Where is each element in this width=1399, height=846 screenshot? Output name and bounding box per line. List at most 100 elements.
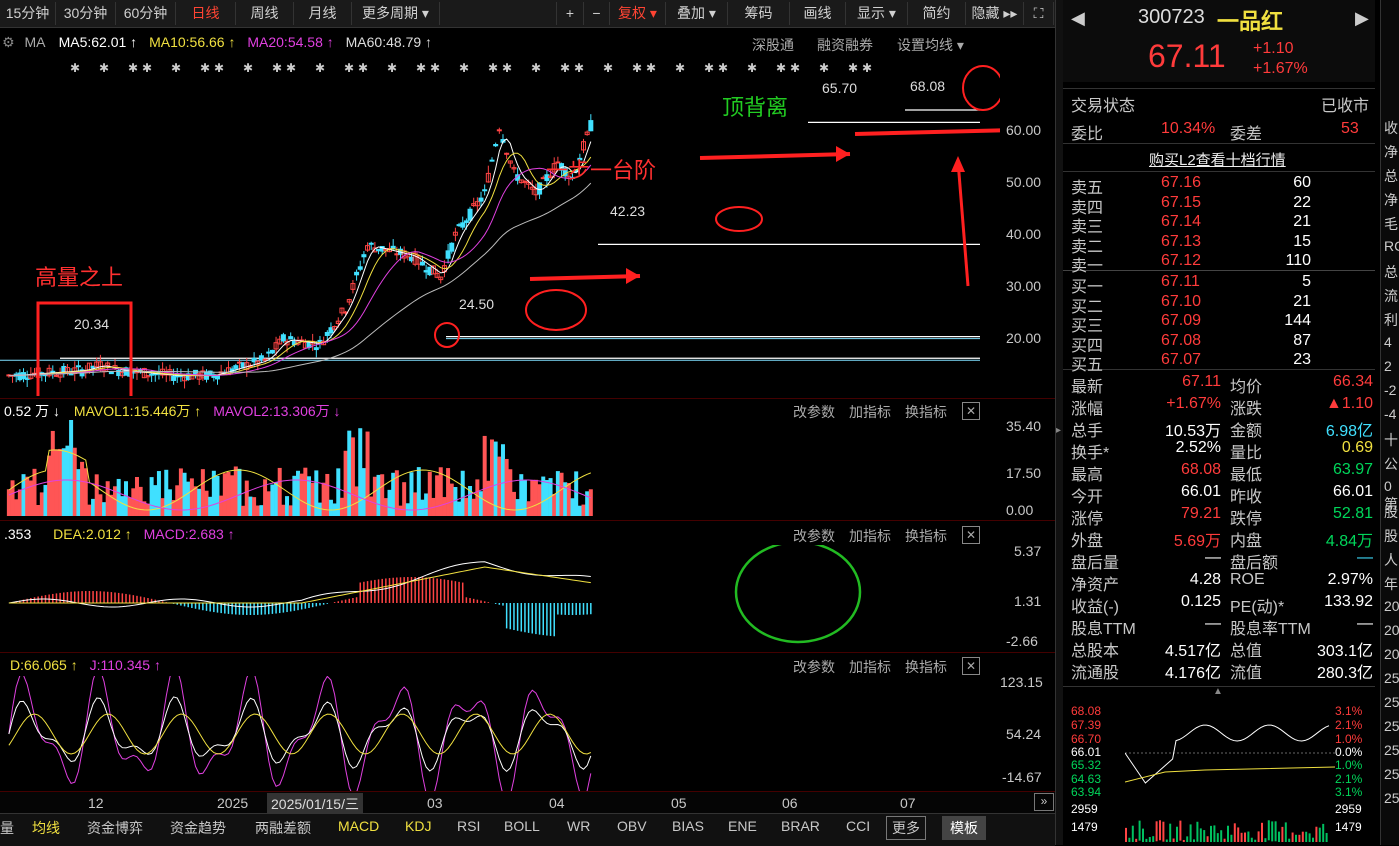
period-tab-30min[interactable]: 30分钟 <box>56 2 116 25</box>
event-marker-icon[interactable]: ✱ <box>128 61 138 75</box>
tab-ene[interactable]: ENE <box>728 818 757 834</box>
draw-line-button[interactable]: 画线 <box>790 2 846 25</box>
tab-kdj[interactable]: KDJ <box>405 818 432 834</box>
zoom-out-button[interactable]: − <box>584 2 610 25</box>
event-marker-icon[interactable]: ✱ <box>358 61 368 75</box>
macd-edit-params[interactable]: 改参数 <box>793 528 835 544</box>
event-marker-icon[interactable]: ✱ <box>387 61 397 75</box>
tab-template[interactable]: 模板 <box>942 816 986 840</box>
event-marker-icon[interactable]: ✱ <box>488 61 498 75</box>
event-marker-icon[interactable]: ✱ <box>142 61 152 75</box>
volume-bar <box>453 487 458 516</box>
quote-value: 4.517亿 <box>1164 643 1221 660</box>
tab-macd[interactable]: MACD <box>338 818 380 834</box>
period-tab-15min[interactable]: 15分钟 <box>0 2 56 25</box>
volume-close-icon[interactable]: ✕ <box>962 402 980 420</box>
event-marker-icon[interactable]: ✱ <box>776 61 786 75</box>
overlay-dropdown[interactable]: 叠加 ▾ <box>666 2 728 25</box>
volume-add-indicator[interactable]: 加指标 <box>849 404 891 420</box>
tab-wr[interactable]: WR <box>567 818 591 834</box>
event-marker-icon[interactable]: ✱ <box>272 61 282 75</box>
event-marker-icon[interactable]: ✱ <box>848 61 858 75</box>
more-periods-dropdown[interactable]: 更多周期 ▾ <box>352 2 440 25</box>
macd-close-icon[interactable]: ✕ <box>962 526 980 544</box>
tab-fund-trend[interactable]: 资金趋势 <box>170 820 226 836</box>
event-marker-icon[interactable]: ✱ <box>704 61 714 75</box>
kdj-edit-params[interactable]: 改参数 <box>793 659 835 675</box>
settings-gear-icon[interactable]: ⚙ <box>2 34 15 50</box>
strip-label: 净 <box>1384 192 1398 208</box>
mini-volume-bar <box>1172 838 1175 842</box>
tab-obv[interactable]: OBV <box>617 818 647 834</box>
tab-rsi[interactable]: RSI <box>457 818 481 834</box>
event-marker-icon[interactable]: ✱ <box>862 61 872 75</box>
event-marker-icon[interactable]: ✱ <box>531 61 541 75</box>
tab-brar[interactable]: BRAR <box>781 818 820 834</box>
event-marker-icon[interactable]: ✱ <box>819 61 829 75</box>
chips-button[interactable]: 筹码 <box>728 2 790 25</box>
period-tab-weekly[interactable]: 周线 <box>236 2 294 25</box>
period-tab-daily[interactable]: 日线 <box>176 2 236 25</box>
event-marker-icon[interactable]: ✱ <box>790 61 800 75</box>
event-marker-icon[interactable]: ✱ <box>574 61 584 75</box>
panel-splitter[interactable]: ▸ <box>1055 0 1064 845</box>
volume-edit-params[interactable]: 改参数 <box>793 404 835 420</box>
event-marker-icon[interactable]: ✱ <box>430 61 440 75</box>
macd-switch-indicator[interactable]: 换指标 <box>905 528 947 544</box>
tab-cci[interactable]: CCI <box>846 818 871 834</box>
intraday-mini-chart[interactable] <box>1063 700 1375 845</box>
ma-settings-dropdown[interactable]: 设置均线 ▾ <box>897 37 964 53</box>
event-marker-icon[interactable]: ✱ <box>560 61 570 75</box>
event-marker-icon[interactable]: ✱ <box>315 61 325 75</box>
hk-connect-link[interactable]: 深股通 <box>752 37 794 53</box>
event-marker-icon[interactable]: ✱ <box>747 61 757 75</box>
tab-fund-game[interactable]: 资金博弈 <box>87 820 143 836</box>
hide-panel-button[interactable]: 隐藏 ▸▸ <box>966 2 1024 25</box>
collapse-arrow-icon[interactable]: ▸ <box>1056 425 1062 436</box>
next-stock-icon[interactable]: ▶ <box>1355 8 1369 28</box>
kdj-switch-indicator[interactable]: 换指标 <box>905 659 947 675</box>
tab-volume[interactable]: 量 <box>0 820 14 836</box>
tab-margin-diff[interactable]: 两融差额 <box>255 820 311 836</box>
event-marker-icon[interactable]: ✱ <box>214 61 224 75</box>
event-marker-icon[interactable]: ✱ <box>603 61 613 75</box>
event-marker-icon[interactable]: ✱ <box>675 61 685 75</box>
volume-switch-indicator[interactable]: 换指标 <box>905 404 947 420</box>
tab-boll[interactable]: BOLL <box>504 818 540 834</box>
expand-up-icon[interactable]: ▲ <box>1213 686 1223 697</box>
tab-bias[interactable]: BIAS <box>672 818 704 834</box>
event-marker-icon[interactable]: ✱ <box>502 61 512 75</box>
simple-mode-button[interactable]: 简约 <box>908 2 966 25</box>
event-marker-icon[interactable]: ✱ <box>632 61 642 75</box>
display-dropdown[interactable]: 显示 ▾ <box>846 2 908 25</box>
event-marker-icon[interactable]: ✱ <box>171 61 181 75</box>
macd-chart[interactable] <box>0 545 1000 653</box>
event-marker-icon[interactable]: ✱ <box>200 61 210 75</box>
zoom-in-button[interactable]: + <box>556 2 584 25</box>
scroll-right-icon[interactable]: » <box>1034 793 1054 811</box>
prev-stock-icon[interactable]: ◀ <box>1071 8 1085 28</box>
event-marker-icon[interactable]: ✱ <box>646 61 656 75</box>
kdj-close-icon[interactable]: ✕ <box>962 657 980 675</box>
volume-chart[interactable] <box>0 420 1000 520</box>
event-marker-icon[interactable]: ✱ <box>344 61 354 75</box>
period-tab-60min[interactable]: 60分钟 <box>116 2 176 25</box>
margin-trading-link[interactable]: 融资融券 <box>817 37 873 53</box>
event-marker-icon[interactable]: ✱ <box>99 61 109 75</box>
fullscreen-icon[interactable]: ⛶ <box>1024 2 1054 25</box>
event-marker-icon[interactable]: ✱ <box>70 61 80 75</box>
macd-add-indicator[interactable]: 加指标 <box>849 528 891 544</box>
event-marker-icon[interactable]: ✱ <box>416 61 426 75</box>
buy-l2-link[interactable]: 购买L2查看十档行情 <box>1149 152 1286 169</box>
period-tab-monthly[interactable]: 月线 <box>294 2 352 25</box>
candlestick-chart[interactable]: ✱ ✱ ✱ ✱ ✱ ✱ ✱ ✱ ✱ ✱ ✱ ✱ ✱ ✱ ✱ ✱ ✱ ✱ ✱ ✱ ✱ ✱ ✱ ✱ ✱ ✱ ✱ ✱ ✱ ✱ ✱ ✱ ✱ ✱ <box>0 56 1000 396</box>
tab-ma[interactable]: 均线 <box>32 820 60 836</box>
event-marker-icon[interactable]: ✱ <box>459 61 469 75</box>
event-marker-icon[interactable]: ✱ <box>286 61 296 75</box>
tab-more[interactable]: 更多 <box>886 816 926 840</box>
adjust-rights-dropdown[interactable]: 复权 ▾ <box>610 2 666 25</box>
event-marker-icon[interactable]: ✱ <box>718 61 728 75</box>
event-marker-icon[interactable]: ✱ <box>243 61 253 75</box>
kdj-add-indicator[interactable]: 加指标 <box>849 659 891 675</box>
kdj-chart[interactable] <box>0 676 1000 791</box>
